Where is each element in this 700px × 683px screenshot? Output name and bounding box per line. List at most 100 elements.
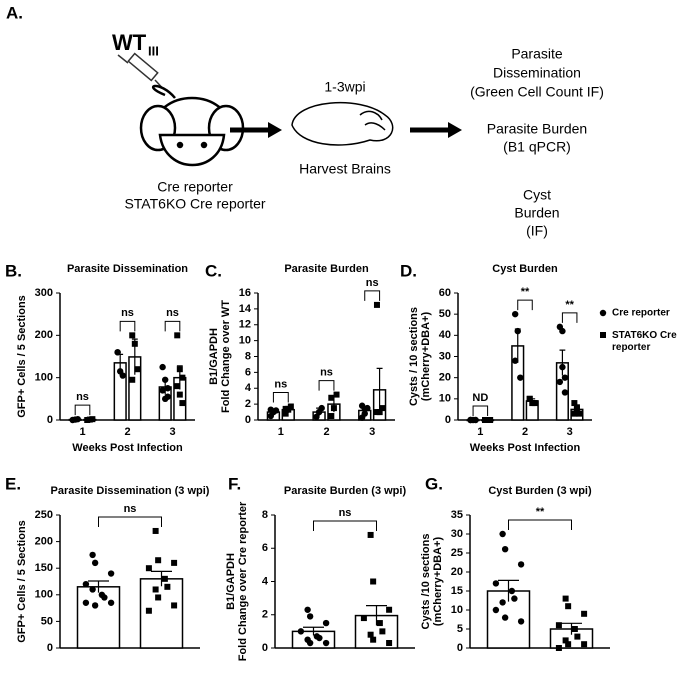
y-axis-label: Fold Change over WT — [220, 300, 232, 413]
data-point — [559, 327, 566, 335]
x-tick-label: 2 — [124, 426, 130, 438]
data-point — [565, 641, 572, 648]
y-tick-label: 150 — [35, 562, 53, 574]
chart-title: Parasite Dissemination (3 wpi) — [51, 485, 210, 497]
significance-label: ** — [521, 286, 530, 298]
significance-label: ns — [320, 367, 333, 379]
schematic: A. WT III Cre reporter STAT6KO Cre repor… — [6, 3, 462, 212]
y-tick-label: 100 — [35, 372, 53, 384]
data-point — [499, 530, 506, 538]
legend-marker — [599, 309, 607, 317]
data-point — [134, 366, 141, 373]
data-point — [379, 628, 386, 635]
significance-label: ND — [472, 392, 488, 404]
brain-icon — [291, 101, 394, 146]
data-point — [91, 559, 99, 567]
y-tick-label: 200 — [35, 536, 53, 548]
data-point — [565, 603, 572, 610]
y-tick-label: 50 — [41, 615, 53, 627]
data-point — [576, 410, 583, 417]
chart-title: Parasite Burden — [284, 263, 369, 275]
y-tick-label: 20 — [439, 372, 451, 384]
y-tick-label: 200 — [35, 329, 53, 341]
time-label: 1-3wpi — [324, 79, 365, 95]
significance-label: ns — [339, 507, 352, 519]
y-tick-label: 20 — [451, 566, 463, 578]
chart-title: Parasite Burden (3 wpi) — [284, 485, 407, 497]
significance-label: ** — [536, 506, 545, 518]
error-bar — [366, 605, 387, 626]
y-axis-label: GFP+ Cells / 5 Sections — [16, 520, 28, 643]
data-point — [159, 387, 166, 394]
x-tick-label: 1 — [79, 426, 85, 438]
arrow — [230, 122, 282, 138]
data-point — [164, 583, 171, 590]
data-point — [164, 385, 171, 392]
data-point — [155, 557, 162, 564]
data-point — [131, 340, 138, 347]
y-tick-label: 60 — [439, 287, 451, 299]
data-point — [511, 595, 518, 602]
significance-label: ns — [274, 378, 287, 390]
y-tick-label: 16 — [239, 287, 251, 299]
data-point — [176, 366, 183, 373]
data-point — [482, 417, 489, 423]
data-point — [367, 631, 374, 638]
y-tick-label: 6 — [262, 542, 268, 554]
y-tick-label: 100 — [35, 589, 53, 601]
data-point — [517, 561, 525, 568]
data-point — [571, 410, 578, 417]
panel-letter: F. — [228, 474, 241, 493]
data-point — [511, 310, 519, 318]
data-point — [107, 599, 115, 606]
data-point — [379, 405, 386, 412]
y-tick-label: 30 — [439, 350, 451, 362]
y-tick-label: 0 — [262, 642, 268, 654]
data-point — [370, 636, 377, 643]
strain-sub: III — [148, 43, 159, 58]
readout-label: Burden — [514, 205, 559, 221]
legend-label: Cre reporter — [612, 308, 670, 319]
error-bar — [498, 579, 519, 602]
bar — [76, 586, 121, 649]
data-point — [89, 586, 96, 593]
data-point — [386, 640, 393, 647]
readout-label: Cyst — [523, 187, 551, 203]
data-point — [164, 393, 171, 400]
harvest-label: Harvest Brains — [299, 161, 391, 177]
y-axis-label: Cysts /10 sections — [420, 534, 432, 630]
x-tick-label: 1 — [477, 426, 483, 438]
x-tick-label: 3 — [169, 426, 175, 438]
data-point — [508, 587, 516, 595]
panel-letter: G. — [425, 474, 443, 493]
data-point — [556, 378, 564, 386]
y-axis-label: Cysts / 10 sections — [408, 307, 420, 406]
data-point — [561, 389, 569, 396]
y-tick-label: 25 — [451, 547, 463, 559]
data-point — [555, 622, 562, 629]
data-point — [467, 416, 474, 424]
data-point — [376, 620, 383, 627]
x-axis-label: Weeks Post Infection — [72, 442, 183, 454]
data-point — [82, 599, 90, 606]
data-point — [562, 595, 569, 602]
y-tick-label: 5 — [457, 623, 463, 635]
data-point — [282, 405, 289, 412]
panel-letter: E. — [5, 474, 21, 493]
error-bar — [561, 622, 582, 635]
y-axis-label: Fold Change over Cre reporter — [237, 501, 249, 661]
data-point — [179, 400, 186, 407]
y-tick-label: 40 — [439, 329, 451, 341]
y-axis-label: GFP+ Cells / 5 Sections — [16, 295, 28, 418]
y-tick-label: 0 — [245, 414, 251, 426]
y-tick-label: 8 — [262, 509, 268, 521]
significance-label: ns — [166, 307, 179, 319]
error-bar — [376, 367, 383, 412]
y-tick-label: 15 — [451, 585, 463, 597]
y-tick-label: 10 — [451, 604, 463, 616]
data-point — [176, 391, 183, 398]
data-point — [514, 327, 521, 335]
data-point — [152, 527, 159, 534]
data-point — [511, 357, 519, 364]
data-point — [145, 607, 152, 614]
